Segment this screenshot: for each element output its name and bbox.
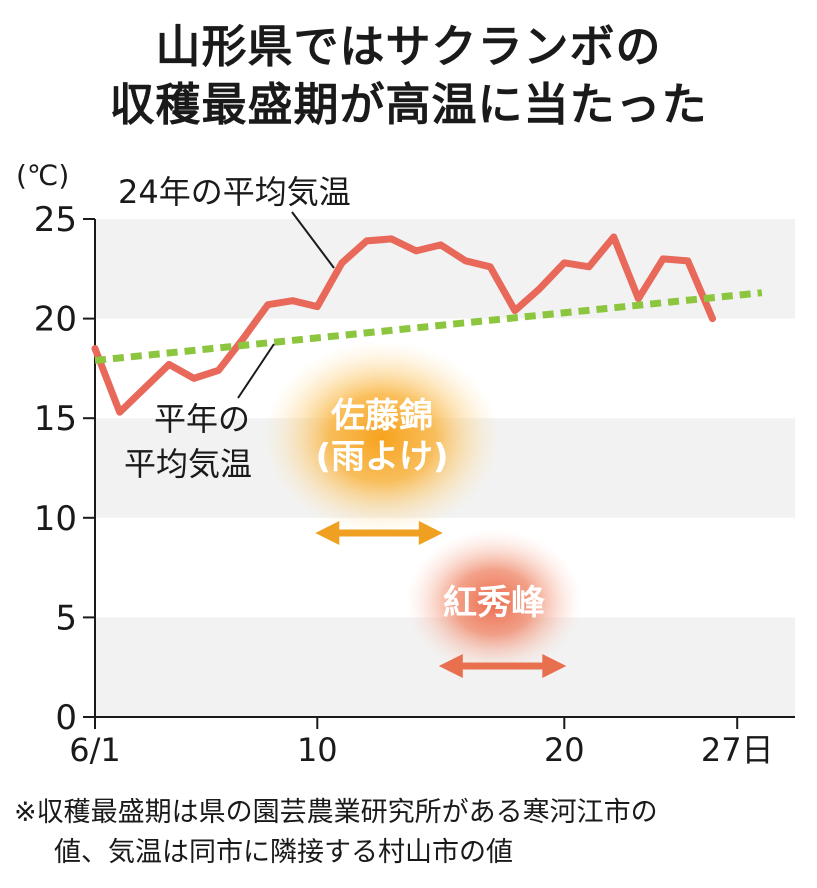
sato-nishiki-glow <box>264 341 500 535</box>
benishuho-arrow-head-right <box>542 654 567 678</box>
footnote-line-2: 値、気温は同市に隣接する村山市の値 <box>54 837 513 868</box>
series-label-normal-line1: 平年の <box>154 400 250 438</box>
temperature-chart: 0 5 10 15 20 25 6/1 10 20 27日 (℃) 佐藤錦(雨よけ) 紅秀峰 24年の平… <box>16 159 795 769</box>
y-tick-label: 20 <box>34 300 77 340</box>
chart-title-line-2: 収穫最盛期が高温に当たった <box>109 78 708 131</box>
x-tick-label: 6/1 <box>69 731 121 769</box>
sato-nishiki-arrow-head-right <box>418 521 443 545</box>
y-tick-label: 5 <box>55 598 77 638</box>
y-tick-label: 0 <box>55 698 77 738</box>
x-tick-label: 27日 <box>701 731 774 769</box>
series-2024-temperature <box>91 233 716 416</box>
sato-nishiki-arrow-head-left <box>315 521 340 545</box>
y-tick-label: 10 <box>34 499 77 539</box>
x-tick-label: 20 <box>544 731 585 769</box>
sato-nishiki-label: 佐藤錦 <box>330 396 433 436</box>
leader-line-2024 <box>291 211 335 269</box>
x-tick-label: 10 <box>297 731 338 769</box>
footnote-line-1: ※収穫最盛期は県の園芸農業研究所がある寒河江市の <box>14 797 658 828</box>
series-label-2024: 24年の平均気温 <box>118 173 351 211</box>
y-tick-label: 25 <box>34 200 77 240</box>
leader-line-normal <box>237 343 275 399</box>
sato-nishiki-label: (雨よけ) <box>315 437 448 477</box>
benishuho-arrow-head-left <box>438 654 463 678</box>
y-tick-label: 15 <box>34 399 77 439</box>
series-normal-temperature <box>94 289 763 364</box>
y-unit-label: (℃) <box>16 159 69 192</box>
benishuho-glow <box>406 529 582 675</box>
benishuho-label: 紅秀峰 <box>443 583 545 623</box>
series-label-normal-line2: 平均気温 <box>124 445 252 483</box>
chart-title-line-1: 山形県ではサクランボの <box>155 20 662 73</box>
